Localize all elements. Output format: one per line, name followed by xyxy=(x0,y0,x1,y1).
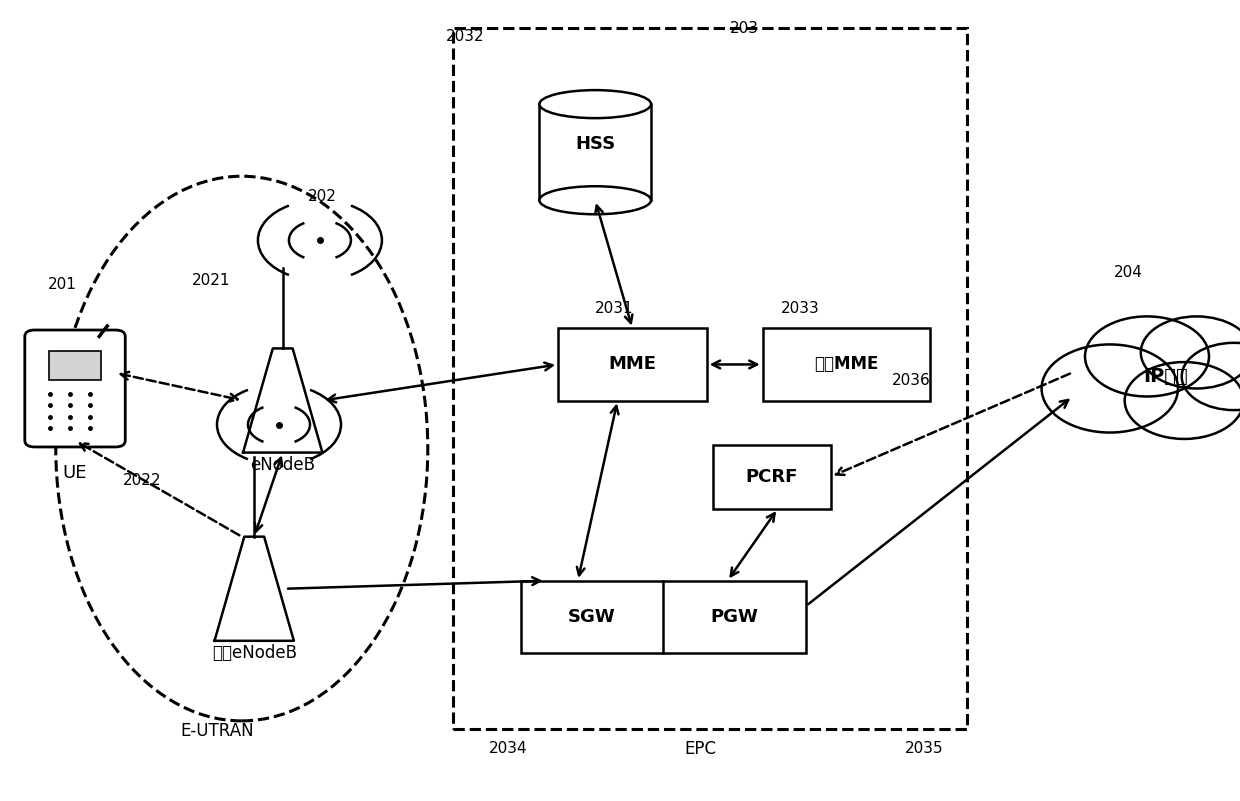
Text: HSS: HSS xyxy=(575,135,615,153)
Bar xyxy=(48,351,102,380)
FancyBboxPatch shape xyxy=(25,330,125,447)
Text: 其它eNodeB: 其它eNodeB xyxy=(212,644,296,662)
Text: MME: MME xyxy=(609,356,656,373)
Text: 2022: 2022 xyxy=(123,473,162,488)
Text: 2032: 2032 xyxy=(445,29,485,43)
Polygon shape xyxy=(215,537,294,641)
Circle shape xyxy=(1085,316,1209,396)
Text: 2033: 2033 xyxy=(780,301,820,316)
Bar xyxy=(521,581,806,653)
Text: UE: UE xyxy=(63,464,87,481)
Bar xyxy=(539,104,651,200)
Circle shape xyxy=(1125,362,1240,439)
Text: 2036: 2036 xyxy=(892,373,931,388)
Text: SGW: SGW xyxy=(568,608,616,626)
Polygon shape xyxy=(243,348,322,453)
Text: 2021: 2021 xyxy=(191,273,231,288)
Ellipse shape xyxy=(539,186,651,215)
Text: IP业务: IP业务 xyxy=(1143,367,1188,386)
Text: 2035: 2035 xyxy=(904,742,944,756)
Text: E-UTRAN: E-UTRAN xyxy=(180,722,254,739)
Text: 202: 202 xyxy=(308,189,337,203)
Text: 201: 201 xyxy=(47,277,77,292)
Text: 2031: 2031 xyxy=(594,301,634,316)
Circle shape xyxy=(1182,343,1240,410)
Circle shape xyxy=(1042,344,1178,433)
Text: 204: 204 xyxy=(1114,265,1143,280)
Ellipse shape xyxy=(539,90,651,119)
Text: PGW: PGW xyxy=(711,608,759,626)
Text: PCRF: PCRF xyxy=(745,468,799,485)
Text: eNodeB: eNodeB xyxy=(250,456,315,473)
Bar xyxy=(763,328,930,400)
Bar xyxy=(713,445,831,509)
Bar xyxy=(558,328,707,400)
Text: EPC: EPC xyxy=(684,740,717,758)
Text: 203: 203 xyxy=(729,21,759,35)
Circle shape xyxy=(1141,316,1240,388)
Text: 2034: 2034 xyxy=(489,742,528,756)
Text: 其它MME: 其它MME xyxy=(815,356,878,373)
